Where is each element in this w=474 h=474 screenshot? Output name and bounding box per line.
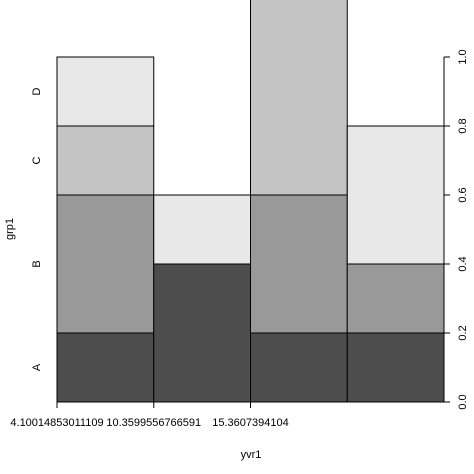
y-axis-label: grp1 xyxy=(4,218,16,240)
y-right-tick-label: 0.4 xyxy=(457,256,469,271)
x-tick-label: 4.10014853011109 xyxy=(10,417,103,429)
y-category-label: B xyxy=(31,260,43,267)
spine-cells xyxy=(56,0,445,403)
y-axis-left: A B C D xyxy=(31,87,43,371)
cell-bin3-a xyxy=(250,332,348,403)
cell-bin3-c xyxy=(250,0,348,196)
y-category-label: D xyxy=(31,87,43,95)
x-axis-label: yvr1 xyxy=(241,449,262,461)
cell-bin1-b xyxy=(56,194,155,334)
cell-bin2-a xyxy=(153,263,251,403)
cell-bin4-d xyxy=(346,125,445,265)
x-tick-label: 10.3599556766591 xyxy=(106,417,201,429)
cell-bin4-a xyxy=(346,332,445,403)
y-right-tick-label: 0.2 xyxy=(457,325,469,340)
cell-bin2-d xyxy=(153,194,251,265)
y-right-tick-label: 0.0 xyxy=(457,394,469,409)
y-right-tick-label: 0.6 xyxy=(457,187,469,202)
x-axis: 4.10014853011109 10.3599556766591 15.36073… xyxy=(10,401,348,429)
y-category-label: A xyxy=(31,363,43,371)
cell-bin1-c xyxy=(56,125,155,196)
y-axis-right: 0.0 0.2 0.4 0.6 0.8 1.0 xyxy=(443,49,469,410)
y-right-tick-label: 1.0 xyxy=(457,49,469,64)
cell-bin4-b xyxy=(346,263,445,334)
cell-bin1-a xyxy=(56,332,155,403)
cell-bin1-d xyxy=(56,56,155,127)
y-right-tick-label: 0.8 xyxy=(457,118,469,133)
x-tick-label: 15.3607394104 xyxy=(212,417,288,429)
y-category-label: C xyxy=(31,156,43,164)
cell-bin3-b xyxy=(250,194,348,334)
